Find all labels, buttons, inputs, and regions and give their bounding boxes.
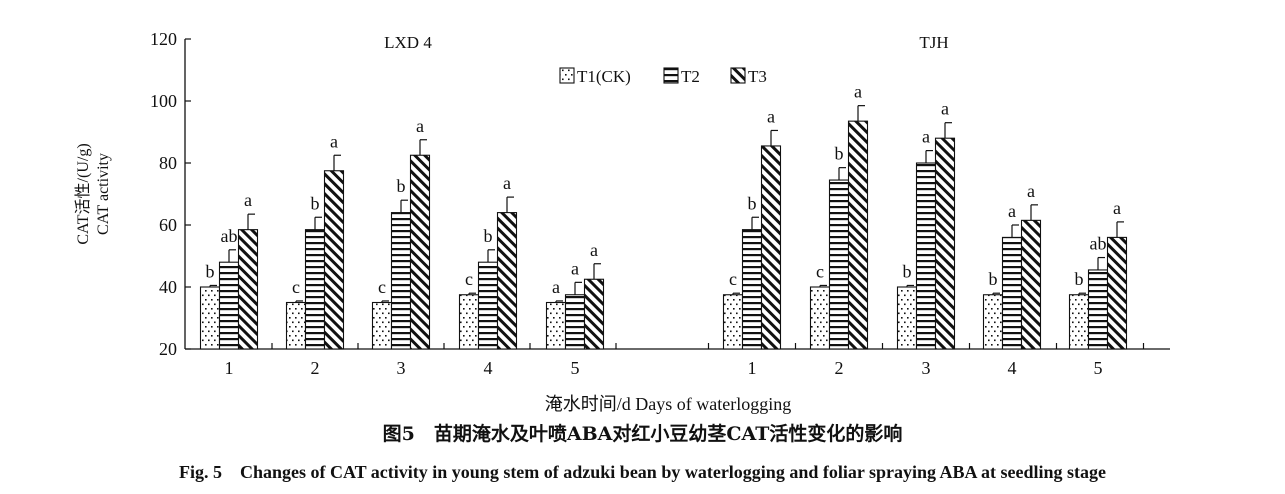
y-tick-label: 80: [159, 153, 177, 173]
significance-letter: c: [729, 269, 737, 289]
significance-letter: b: [397, 176, 406, 196]
bar: [1106, 236, 1128, 350]
bar: [564, 294, 586, 350]
figure-caption-chinese: 图5 苗期淹水及叶喷ABA对红小豆幼茎CAT活性变化的影响: [382, 423, 903, 445]
significance-letter: a: [590, 240, 598, 260]
bar: [760, 145, 782, 350]
bar: [285, 301, 307, 350]
x-tick-label: 1: [225, 358, 234, 378]
x-tick-label: 1: [748, 358, 757, 378]
significance-letter: c: [465, 269, 473, 289]
bars: [199, 105, 1128, 350]
legend-label: T3: [748, 67, 767, 86]
y-tick-label: 40: [159, 277, 177, 297]
bar: [1087, 269, 1109, 350]
bar: [828, 179, 850, 350]
significance-letter: a: [854, 82, 862, 102]
significance-letter: b: [311, 193, 320, 213]
significance-letter: b: [835, 144, 844, 164]
bar: [237, 229, 259, 350]
y-tick-label: 100: [150, 91, 177, 111]
significance-letter: a: [767, 106, 775, 126]
legend-label: T1(CK): [577, 67, 631, 86]
x-tick-label: 4: [484, 358, 493, 378]
bar-chart: 20 40 60 80 100 120 1 2 3 4 5 LXD 4 1 2 3 4 5 TJH b c c c a c c…: [74, 29, 1170, 414]
panel-title: LXD 4: [384, 33, 432, 52]
bar: [218, 261, 240, 350]
legend-swatch: [559, 67, 575, 84]
bar: [477, 261, 499, 350]
bar: [545, 301, 567, 350]
legend-label: T2: [681, 67, 700, 86]
bar: [896, 286, 918, 350]
bar: [409, 154, 431, 350]
significance-letter: ab: [1090, 234, 1107, 254]
x-tick-label: 3: [397, 358, 406, 378]
bar: [722, 294, 744, 350]
significance-letter: ab: [221, 226, 238, 246]
y-axis-label-english: CAT activity: [95, 153, 112, 235]
y-tick-label: 120: [150, 29, 177, 49]
figure-caption-english: Fig. 5 Changes of CAT activity in young …: [178, 462, 1107, 482]
significance-letter: a: [416, 116, 424, 136]
bar: [915, 162, 937, 350]
bar: [199, 286, 221, 350]
x-tick-label: 2: [835, 358, 844, 378]
significance-letter: a: [922, 127, 930, 147]
significance-letter: a: [1008, 201, 1016, 221]
significance-letter: a: [1113, 198, 1121, 218]
x-tick-label: 4: [1008, 358, 1017, 378]
bar: [1068, 294, 1090, 350]
significance-letter: a: [941, 99, 949, 119]
bar: [847, 120, 869, 350]
bar: [1020, 219, 1042, 350]
significance-letter: a: [503, 173, 511, 193]
bar: [371, 301, 393, 350]
bar: [496, 212, 518, 350]
x-tick-label: 5: [1094, 358, 1103, 378]
y-axis-label: CAT活性/(U/g): [74, 143, 92, 244]
significance-letter: b: [989, 269, 998, 289]
significance-letter: c: [816, 261, 824, 281]
bar: [934, 137, 956, 350]
bar: [809, 286, 831, 350]
bar: [458, 294, 480, 350]
bar: [323, 170, 345, 350]
x-tick-label: 2: [311, 358, 320, 378]
significance-letter: b: [748, 193, 757, 213]
significance-letter: a: [571, 258, 579, 278]
legend-swatch: [730, 67, 746, 84]
bar: [1001, 236, 1023, 350]
x-tick-label: 3: [922, 358, 931, 378]
bar: [982, 294, 1004, 350]
legend: T1(CK) T2 T3: [559, 67, 767, 86]
x-axis-label: 淹水时间/d Days of waterlogging: [545, 394, 791, 414]
significance-letter: c: [292, 277, 300, 297]
significance-letter: a: [552, 277, 560, 297]
y-tick-label: 60: [159, 215, 177, 235]
bar: [583, 278, 605, 350]
significance-letter: c: [378, 277, 386, 297]
significance-letter: b: [484, 226, 493, 246]
bar: [390, 212, 412, 350]
significance-letter: b: [206, 261, 215, 281]
x-tick-label: 5: [571, 358, 580, 378]
significance-letter: b: [903, 261, 912, 281]
bar: [741, 229, 763, 350]
y-tick-label: 20: [159, 339, 177, 359]
bar: [304, 229, 326, 350]
panel-title: TJH: [919, 33, 948, 52]
significance-letter: a: [330, 131, 338, 151]
significance-letter: b: [1075, 269, 1084, 289]
significance-letter: a: [244, 190, 252, 210]
significance-letter: a: [1027, 181, 1035, 201]
legend-swatch: [663, 67, 679, 84]
